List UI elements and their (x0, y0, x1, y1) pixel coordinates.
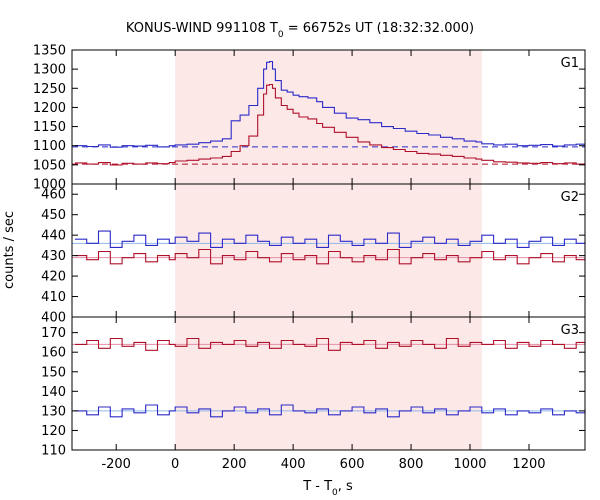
y-tick-label: 170 (41, 326, 66, 341)
highlight-interval (175, 317, 482, 450)
y-tick-label: 450 (41, 208, 66, 223)
y-tick-label: 160 (41, 346, 66, 361)
series-line-red (74, 337, 586, 351)
y-tick-label: 120 (41, 424, 66, 439)
y-tick-label: 440 (41, 229, 66, 244)
x-tick-label: 400 (281, 457, 306, 472)
series-line-blue (74, 230, 586, 248)
highlight-interval (175, 50, 482, 184)
y-tick-label: 130 (41, 404, 66, 419)
y-tick-label: 1200 (33, 101, 66, 116)
panel-label: G1 (561, 56, 579, 71)
y-tick-label: 460 (41, 188, 66, 203)
x-tick-label: 600 (340, 457, 365, 472)
y-tick-label: 400 (41, 311, 66, 326)
chart-panels: 10001050110011501200125013001350G1400410… (33, 44, 586, 472)
y-axis-label: counts / sec (2, 211, 17, 289)
y-tick-label: 1250 (33, 82, 66, 97)
y-tick-label: 1150 (33, 120, 66, 135)
y-tick-label: 140 (41, 385, 66, 400)
x-tick-label: 200 (222, 457, 247, 472)
y-tick-label: 1050 (33, 158, 66, 173)
series-line-red (74, 83, 586, 166)
panel-label: G2 (561, 190, 579, 205)
series-line-blue (74, 404, 586, 418)
x-tick-label: 1200 (512, 457, 545, 472)
series-line-red (74, 248, 586, 265)
x-axis-label: T - T0, s (302, 479, 353, 498)
panel-g2: 400 410 420 430 440 450 460 G2 (41, 183, 586, 326)
y-tick-label: 1000 (33, 178, 66, 193)
x-tick-label: 0 (171, 457, 179, 472)
chart-title: KONUS-WIND 991108 T0 = 66752s UT (18:32:… (126, 21, 474, 40)
y-tick-label: 430 (41, 249, 66, 264)
x-tick-label: 1000 (453, 457, 486, 472)
panel-g1: 1000 1050 1100 1150 1200 1250 1300 1350 G1 (33, 44, 586, 193)
panel-frame (71, 316, 586, 451)
series-line-blue (74, 60, 586, 148)
y-tick-label: 1350 (33, 44, 66, 59)
y-tick-label: 410 (41, 290, 66, 305)
panel-label: G3 (561, 323, 579, 338)
y-tick-label: 420 (41, 270, 66, 285)
y-tick-label: 1100 (33, 139, 66, 154)
y-tick-label: 1300 (33, 63, 66, 78)
x-tick-label: -200 (101, 457, 131, 472)
panel-g3: 110 120 130 140 150 160 170 G3 (41, 316, 586, 459)
y-tick-label: 110 (41, 444, 66, 459)
highlight-interval (175, 184, 482, 317)
y-tick-label: 150 (41, 365, 66, 380)
x-tick-label: 800 (399, 457, 424, 472)
